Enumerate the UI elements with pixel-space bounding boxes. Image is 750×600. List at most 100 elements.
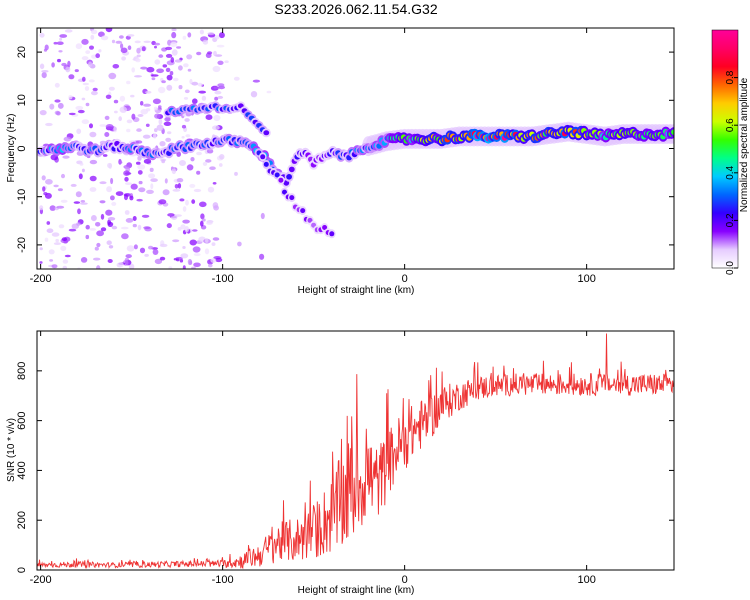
heatmap-blob: [288, 166, 295, 173]
heatmap-speckle: [145, 123, 150, 128]
heatmap-speckle: [70, 183, 77, 187]
heatmap-speckle: [62, 155, 70, 159]
heatmap-speckle: [118, 116, 122, 122]
heatmap-speckle: [212, 125, 220, 130]
heatmap-speckle: [119, 106, 128, 113]
heatmap-speckle: [53, 184, 59, 188]
heatmap-speckle: [176, 178, 184, 183]
y-tick-label: 800: [16, 362, 28, 380]
heatmap-speckle: [191, 199, 196, 204]
heatmap-speckle: [99, 181, 107, 185]
heatmap-speckle: [68, 95, 73, 100]
heatmap-speckle: [126, 80, 131, 85]
heatmap-speckle: [51, 232, 60, 237]
heatmap-speckle: [59, 37, 63, 41]
heatmap-speckle: [88, 61, 93, 68]
heatmap-speckle: [95, 53, 100, 59]
heatmap-blobs: [37, 28, 674, 269]
heatmap-speckle: [127, 45, 132, 50]
heatmap-speckle: [121, 56, 126, 61]
heatmap-speckle: [153, 133, 157, 139]
heatmap-speckle: [124, 176, 129, 182]
heatmap-speckle: [113, 126, 118, 133]
heatmap-speckle: [181, 124, 187, 129]
heatmap-speckle: [180, 224, 186, 230]
heatmap-speckle: [159, 256, 166, 261]
heatmap-speckle: [54, 99, 61, 103]
heatmap-speckle: [145, 90, 152, 94]
heatmap-speckle: [43, 48, 48, 52]
heatmap-speckle: [187, 258, 192, 266]
heatmap-speckle: [76, 128, 82, 135]
heatmap-speckle: [49, 205, 56, 211]
colorbar-tick-label: 0.4: [725, 165, 736, 179]
heatmap-speckle: [137, 170, 143, 175]
heatmap-speckle: [114, 110, 118, 114]
y-axis-label: Frequency (Hz): [6, 114, 17, 183]
x-axis-label: Height of straight line (km): [298, 285, 415, 296]
heatmap-speckle: [218, 32, 225, 39]
heatmap-speckle: [207, 32, 215, 36]
heatmap-speckle: [154, 113, 161, 119]
heatmap-blob: [286, 174, 292, 180]
heatmap-speckle: [120, 47, 128, 54]
heatmap-speckle: [106, 240, 112, 245]
heatmap-blob: [307, 217, 313, 223]
heatmap-speckle: [158, 86, 166, 94]
heatmap-speckle: [212, 182, 217, 185]
heatmap-speckle: [124, 182, 133, 186]
heatmap-speckle: [45, 122, 53, 127]
heatmap-speckle: [136, 198, 143, 202]
heatmap-speckle: [99, 124, 107, 127]
heatmap-speckle: [46, 228, 54, 233]
heatmap-speckle: [193, 188, 202, 193]
heatmap-speckle: [233, 76, 240, 81]
heatmap-speckle: [75, 43, 83, 50]
heatmap-speckle: [204, 248, 210, 255]
heatmap-speckle: [172, 239, 180, 243]
heatmap-speckle: [51, 62, 55, 68]
heatmap-speckle: [214, 90, 222, 95]
heatmap-speckle: [140, 108, 148, 115]
heatmap-speckle: [39, 110, 47, 116]
heatmap-blob: [263, 161, 269, 167]
heatmap-speckle: [56, 205, 65, 209]
heatmap-speckle: [89, 45, 94, 50]
heatmap-speckle: [180, 253, 189, 259]
heatmap-speckle: [137, 114, 144, 117]
heatmap-speckle: [201, 95, 207, 101]
heatmap-speckle: [138, 180, 143, 185]
heatmap-speckle: [189, 183, 196, 188]
heatmap-speckle: [56, 111, 61, 116]
heatmap-speckle: [152, 249, 159, 255]
heatmap-speckle: [90, 29, 98, 35]
heatmap-speckle: [104, 115, 110, 120]
heatmap-speckle: [39, 32, 45, 38]
heatmap-speckle: [77, 208, 81, 215]
heatmap-speckle: [171, 49, 178, 56]
heatmap-speckle: [166, 84, 173, 91]
heatmap-speckle: [146, 189, 154, 194]
heatmap-speckle: [98, 49, 102, 53]
heatmap-speckle: [252, 79, 260, 83]
heatmap-speckle: [178, 65, 183, 71]
heatmap-speckle: [176, 258, 180, 262]
x-tick-label: -200: [30, 574, 52, 586]
heatmap-speckle: [68, 112, 76, 116]
heatmap-speckle: [89, 159, 98, 165]
heatmap-speckle: [216, 44, 225, 48]
heatmap-speckle: [143, 158, 152, 164]
heatmap-speckle: [143, 103, 152, 107]
heatmap-speckle: [80, 200, 86, 203]
heatmap-speckle: [79, 162, 84, 166]
heatmap-speckle: [100, 227, 107, 232]
heatmap-speckle: [91, 215, 97, 222]
heatmap-speckle: [187, 68, 192, 72]
heatmap-blob: [671, 129, 674, 135]
heatmap-speckle: [170, 41, 178, 48]
heatmap-speckle: [128, 263, 135, 269]
heatmap-speckle: [125, 254, 132, 259]
heatmap-speckle: [73, 201, 81, 204]
heatmap-speckle: [174, 184, 179, 189]
